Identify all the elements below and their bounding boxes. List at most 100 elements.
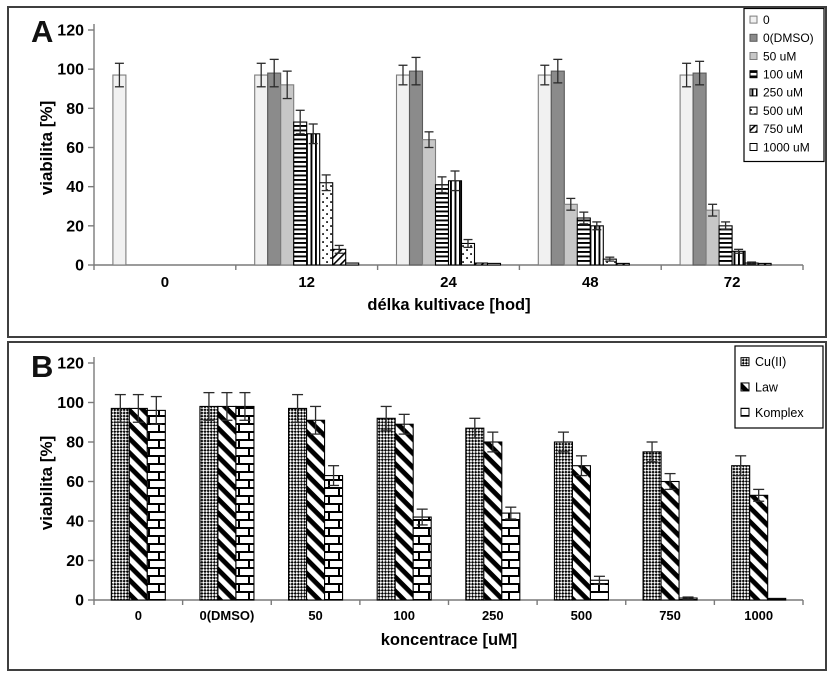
legend-swatch-Komplex bbox=[740, 407, 750, 417]
bar-Law-250 bbox=[483, 441, 503, 601]
legend-label: Cu(II) bbox=[755, 355, 786, 369]
y-tick-label: 60 bbox=[66, 140, 84, 157]
y-tick-label: 20 bbox=[66, 218, 84, 235]
x-category-label: 0 bbox=[161, 274, 169, 291]
x-category-label: 1000 bbox=[744, 608, 773, 623]
x-category-label: 100 bbox=[393, 608, 415, 623]
y-tick-label: 20 bbox=[66, 553, 84, 570]
legend-swatch-Law bbox=[740, 382, 750, 392]
bar-0(DMSO)-48 bbox=[550, 70, 565, 266]
y-tick-label: 0 bbox=[75, 258, 84, 275]
bar-750 uM-48 bbox=[615, 262, 630, 266]
x-category-label: 50 bbox=[308, 608, 322, 623]
panel-a-label: A bbox=[31, 14, 54, 49]
bar-Cu(II)-1000 bbox=[731, 465, 751, 601]
legend: 0 0(DMSO) 50 uM 100 uM 250 uM 500 uM 750 uM 100… bbox=[743, 8, 825, 163]
y-tick-label: 60 bbox=[66, 474, 84, 491]
bar-Cu(II)-750 bbox=[642, 451, 662, 601]
x-category-label: 24 bbox=[440, 274, 457, 291]
y-tick-label: 80 bbox=[66, 101, 84, 118]
legend: Cu(II) Law Komplex bbox=[734, 345, 824, 429]
x-category-label: 12 bbox=[298, 274, 315, 291]
bar-Komplex-0 bbox=[146, 409, 166, 601]
legend-swatch-1000 uM bbox=[749, 143, 758, 151]
bar-1000 uM-24 bbox=[486, 262, 502, 266]
legend-label: 250 uM bbox=[763, 86, 803, 100]
x-category-label: 750 bbox=[659, 608, 681, 623]
bar-Komplex-50 bbox=[324, 475, 344, 601]
y-tick-label: 80 bbox=[66, 435, 84, 452]
legend-label: 0 bbox=[763, 13, 770, 27]
y-tick-label: 40 bbox=[66, 514, 84, 531]
x-category-label: 0 bbox=[135, 608, 142, 623]
bar-Cu(II)-500 bbox=[553, 441, 573, 601]
bar-0(DMSO)-72 bbox=[692, 72, 707, 266]
x-category-label: 72 bbox=[724, 274, 741, 291]
bars bbox=[110, 405, 787, 601]
bar-Cu(II)-0(DMSO) bbox=[199, 405, 219, 601]
bar-0-72 bbox=[679, 74, 694, 266]
bar-Law-750 bbox=[660, 480, 680, 601]
x-category-label: 250 bbox=[482, 608, 504, 623]
legend-label: 100 uM bbox=[763, 68, 803, 82]
panel-a-ylabel: viabilita [%] bbox=[37, 100, 56, 196]
bar-Law-0 bbox=[128, 407, 148, 601]
bar-Cu(II)-50 bbox=[288, 407, 308, 601]
legend-label: 1000 uM bbox=[763, 140, 810, 154]
error-bars bbox=[114, 391, 765, 600]
bar-100 uM-48 bbox=[576, 217, 591, 266]
bar-100 uM-24 bbox=[434, 184, 450, 266]
bar-750 uM-24 bbox=[473, 262, 489, 266]
bar-0-48 bbox=[537, 74, 552, 266]
bar-50 uM-48 bbox=[563, 203, 578, 266]
legend-swatch-100 uM bbox=[749, 70, 758, 79]
legend-label: 500 uM bbox=[763, 104, 803, 118]
legend-label: 750 uM bbox=[763, 122, 803, 136]
bar-750 uM-72 bbox=[757, 262, 772, 266]
x-category-label: 0(DMSO) bbox=[199, 608, 254, 623]
bar-50 uM-12 bbox=[280, 84, 295, 266]
axes: 0 20 40 60 80 100 120 0 12 24 48 72 bbox=[57, 23, 804, 291]
panel-b: 0 20 40 60 80 100 120 0 0(DMSO) 50 100 250 500 750 100… bbox=[7, 341, 827, 671]
panel-b-xlabel: koncentrace [uM] bbox=[380, 631, 518, 649]
bar-Komplex-0(DMSO) bbox=[235, 405, 255, 601]
bar-Cu(II)-100 bbox=[376, 417, 396, 601]
y-tick-label: 100 bbox=[57, 395, 84, 412]
bars bbox=[112, 70, 772, 266]
bar-Komplex-1000 bbox=[767, 597, 787, 601]
legend-swatch-0 bbox=[749, 15, 758, 24]
bar-0-24 bbox=[395, 74, 411, 266]
y-tick-label: 0 bbox=[75, 593, 84, 610]
x-category-label: 48 bbox=[582, 274, 599, 291]
y-tick-label: 100 bbox=[57, 62, 84, 79]
bar-250 uM-24 bbox=[447, 180, 463, 266]
panel-a: 0 20 40 60 80 100 120 0 12 24 48 72 0 0(DMSO) 50 uM 100… bbox=[7, 6, 827, 338]
bar-Law-50 bbox=[306, 419, 326, 601]
bar-Law-0(DMSO) bbox=[217, 405, 237, 601]
bar-0(DMSO)-12 bbox=[267, 72, 282, 266]
x-category-label: 500 bbox=[571, 608, 593, 623]
y-tick-label: 40 bbox=[66, 179, 84, 196]
panel-a-xlabel: délka kultivace [hod] bbox=[367, 296, 531, 314]
bar-0-0 bbox=[112, 74, 127, 266]
bar-500 uM-12 bbox=[319, 182, 334, 266]
chart-a: 0 20 40 60 80 100 120 0 12 24 48 72 0 0(DMSO) 50 uM 100… bbox=[57, 8, 825, 291]
bar-50 uM-24 bbox=[421, 139, 437, 266]
legend-label: Komplex bbox=[755, 406, 804, 420]
bar-250 uM-48 bbox=[589, 225, 604, 266]
bar-Cu(II)-250 bbox=[465, 427, 485, 601]
bar-100 uM-72 bbox=[718, 225, 733, 266]
bar-Cu(II)-0 bbox=[110, 407, 130, 601]
legend-swatch-Cu(II) bbox=[740, 357, 750, 367]
bar-50 uM-72 bbox=[705, 209, 720, 266]
legend-label: Law bbox=[755, 380, 779, 394]
chart-b: 0 20 40 60 80 100 120 0 0(DMSO) 50 100 250 500 750 100… bbox=[57, 345, 824, 623]
bar-Komplex-250 bbox=[501, 512, 521, 601]
bar-Law-1000 bbox=[749, 494, 769, 601]
legend-swatch-500 uM bbox=[749, 106, 758, 115]
error-bars bbox=[114, 56, 757, 265]
panel-b-ylabel: viabilita [%] bbox=[37, 435, 56, 531]
axes: 0 20 40 60 80 100 120 0 0(DMSO) 50 100 250 500 750 100… bbox=[57, 356, 804, 623]
legend-swatch-0(DMSO) bbox=[749, 33, 758, 42]
